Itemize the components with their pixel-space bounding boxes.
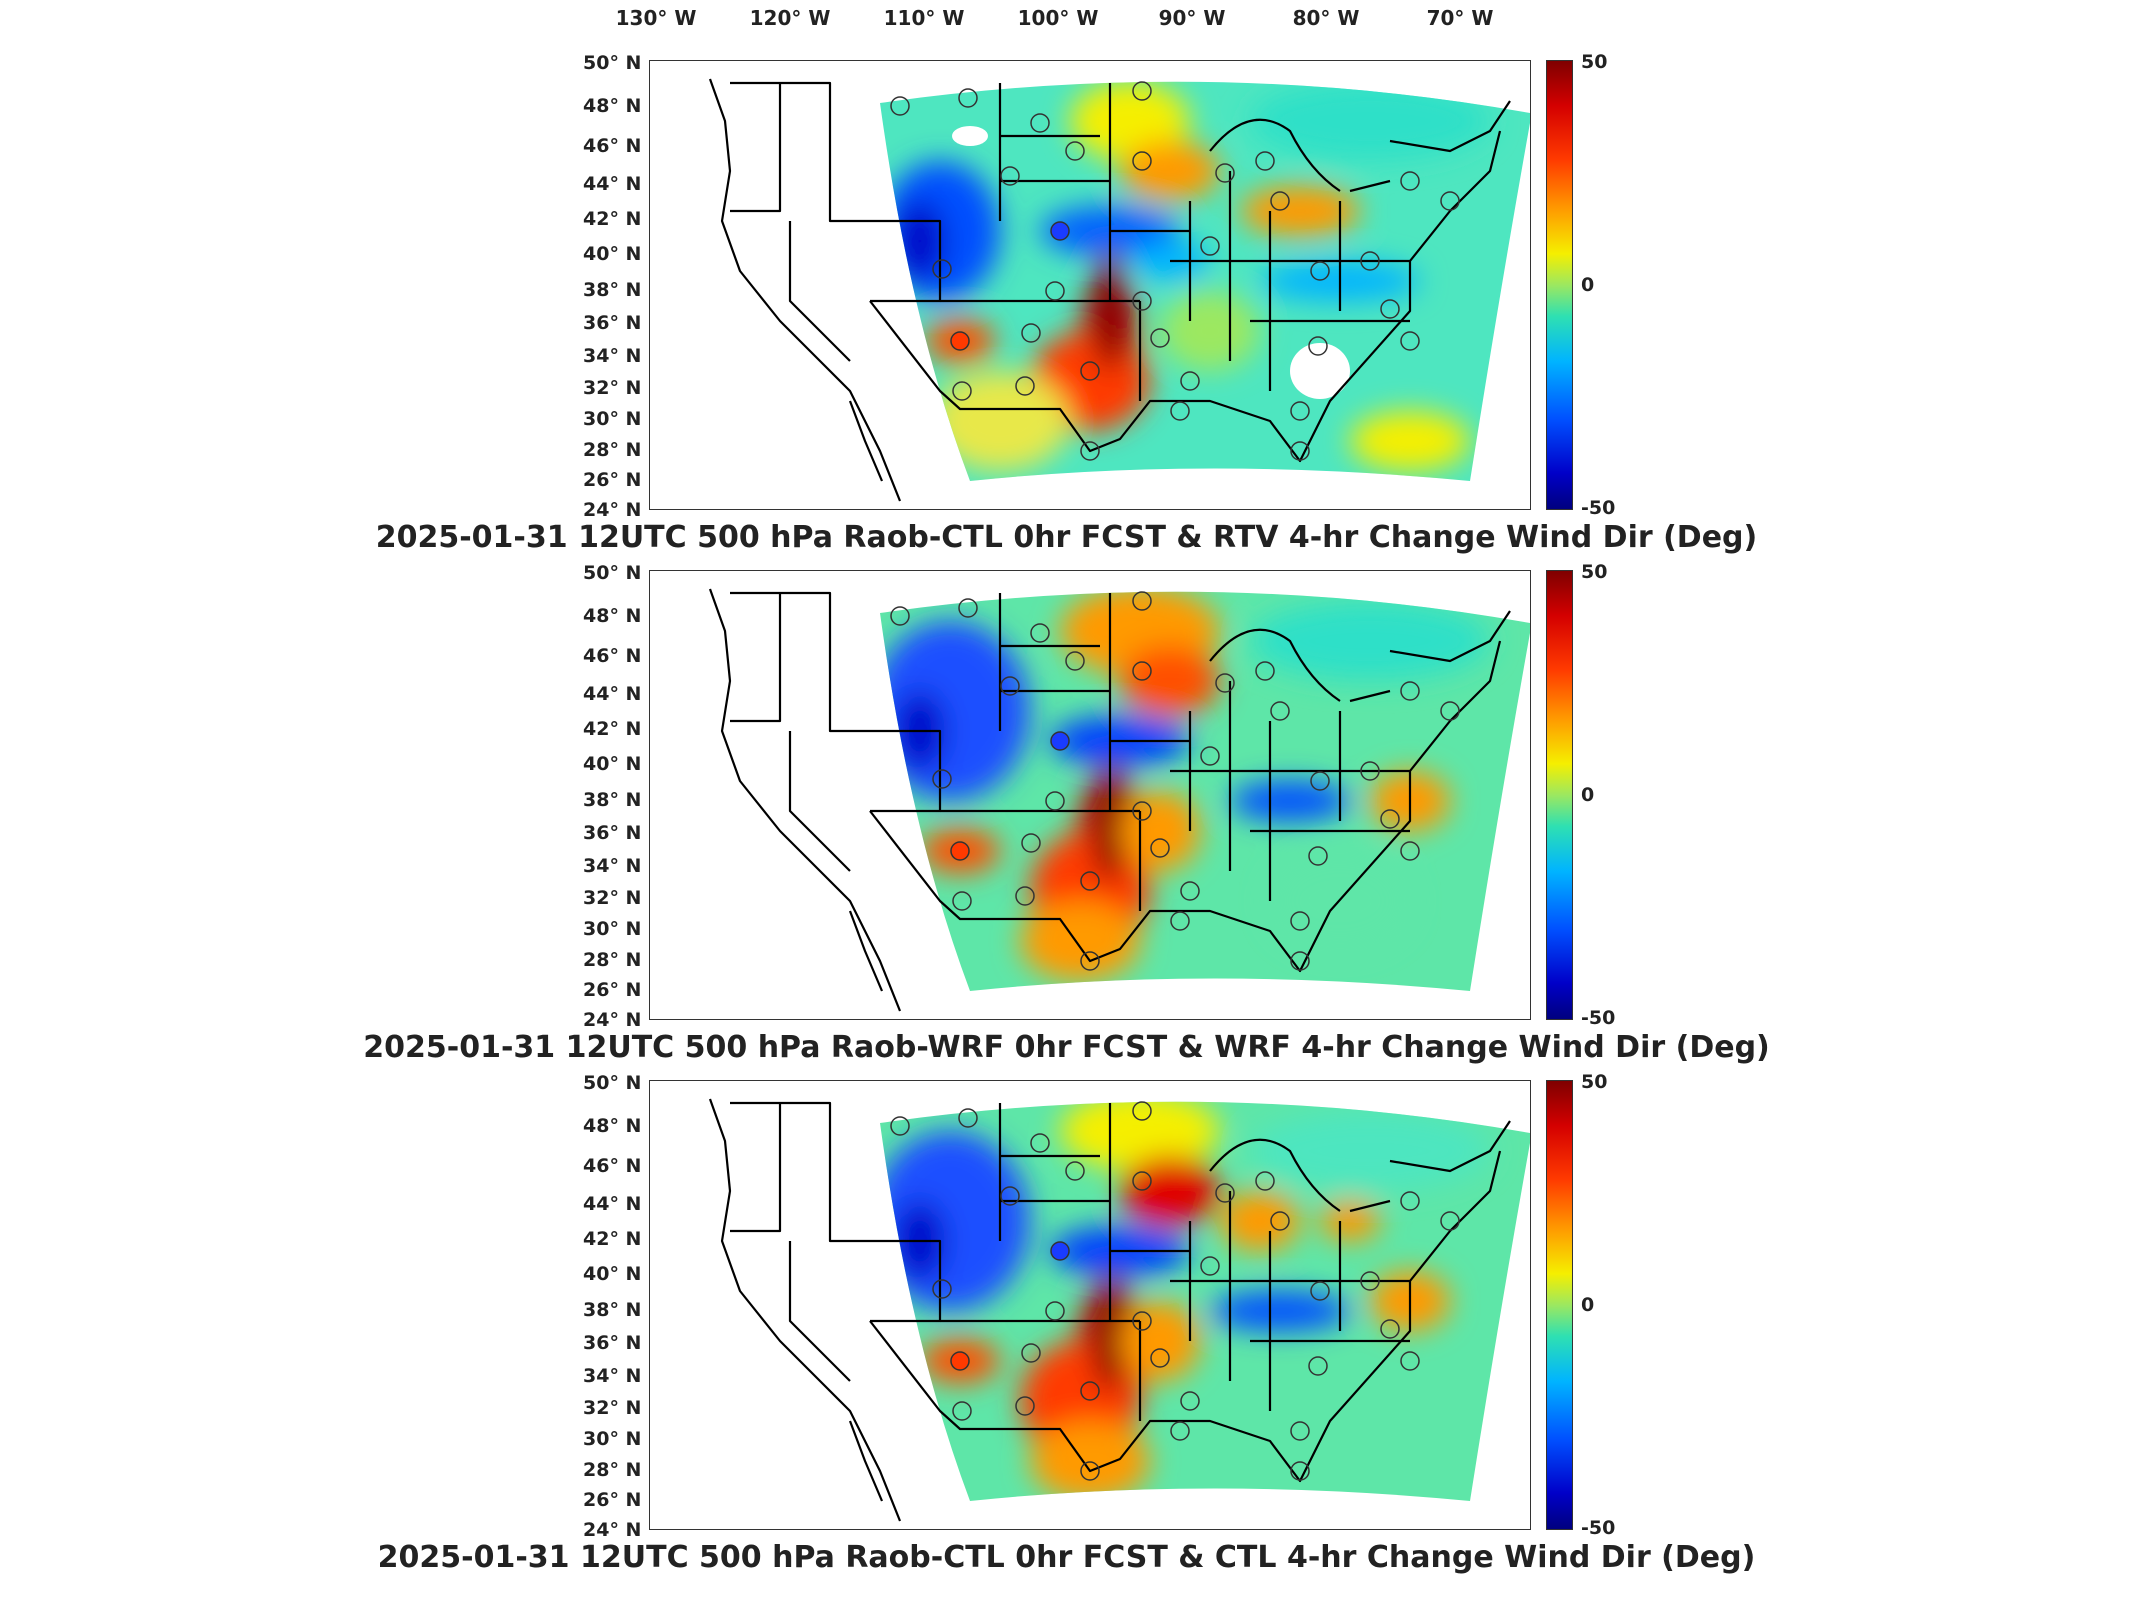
lat-tick-label: 26° N xyxy=(583,469,642,491)
lon-tick-label: 100° W xyxy=(1017,6,1099,30)
lat-tick-label: 26° N xyxy=(583,1489,642,1511)
lat-tick-label: 48° N xyxy=(583,605,642,627)
colorbar-mid-label: 0 xyxy=(1581,784,1595,806)
colorbar-mid-label: 0 xyxy=(1581,1294,1595,1316)
lat-tick-label: 48° N xyxy=(583,95,642,117)
lat-tick-label: 24° N xyxy=(583,1009,642,1031)
colorbar-max-label: 50 xyxy=(1581,561,1608,583)
lat-tick-label: 46° N xyxy=(583,1155,642,1177)
panel-title: 2025-01-31 12UTC 500 hPa Raob-CTL 0hr FC… xyxy=(377,1540,1756,1575)
lat-tick-label: 32° N xyxy=(583,887,642,909)
colorbar-mid-label: 0 xyxy=(1581,274,1595,296)
lat-tick-label: 42° N xyxy=(583,1228,642,1250)
lat-tick-label: 50° N xyxy=(583,562,642,584)
lat-tick-label: 42° N xyxy=(583,208,642,230)
lat-tick-label: 26° N xyxy=(583,979,642,1001)
map-panel-3: 50° N 48° N 46° N 44° N 42° N 40° N 38° … xyxy=(0,1020,2133,1580)
map-graphic xyxy=(708,1098,1530,1522)
colorbar xyxy=(1546,60,1573,510)
lon-tick-label: 90° W xyxy=(1158,6,1226,30)
map-panel-2: 50° N 48° N 46° N 44° N 42° N 40° N 38° … xyxy=(0,510,2133,1070)
lon-tick-label: 130° W xyxy=(615,6,697,30)
lon-tick-label: 80° W xyxy=(1292,6,1360,30)
lat-tick-label: 24° N xyxy=(583,499,642,521)
lat-tick-label: 48° N xyxy=(583,1115,642,1137)
lat-tick-label: 24° N xyxy=(583,1519,642,1541)
lat-tick-label: 46° N xyxy=(583,135,642,157)
lat-tick-label: 32° N xyxy=(583,1397,642,1419)
lat-tick-label: 44° N xyxy=(583,173,642,195)
lat-tick-label: 36° N xyxy=(583,822,642,844)
lat-tick-label: 28° N xyxy=(583,1459,642,1481)
lat-tick-label: 30° N xyxy=(583,408,642,430)
lat-tick-label: 32° N xyxy=(583,377,642,399)
colorbar xyxy=(1546,570,1573,1020)
panel-title: 2025-01-31 12UTC 500 hPa Raob-CTL 0hr FC… xyxy=(375,520,1758,555)
lat-tick-label: 28° N xyxy=(583,949,642,971)
lat-tick-label: 30° N xyxy=(583,1428,642,1450)
lat-tick-label: 30° N xyxy=(583,918,642,940)
lon-tick-label: 70° W xyxy=(1426,6,1494,30)
lat-tick-label: 44° N xyxy=(583,1193,642,1215)
lat-tick-label: 46° N xyxy=(583,645,642,667)
longitude-axis: 130° W 120° W 110° W 100° W 90° W 80° W … xyxy=(0,0,2133,40)
lat-tick-label: 36° N xyxy=(583,1332,642,1354)
wind-direction-map xyxy=(649,570,1531,1020)
lon-tick-label: 120° W xyxy=(749,6,831,30)
lat-tick-label: 28° N xyxy=(583,439,642,461)
colorbar-min-label: -50 xyxy=(1581,497,1616,519)
lat-tick-label: 38° N xyxy=(583,1299,642,1321)
colorbar-max-label: 50 xyxy=(1581,1071,1608,1093)
lat-tick-label: 44° N xyxy=(583,683,642,705)
lat-tick-label: 40° N xyxy=(583,243,642,265)
wind-direction-map xyxy=(649,60,1531,510)
colorbar xyxy=(1546,1080,1573,1530)
colorbar-min-label: -50 xyxy=(1581,1007,1616,1029)
lat-tick-label: 38° N xyxy=(583,789,642,811)
lat-tick-label: 36° N xyxy=(583,312,642,334)
map-panel-1: 50° N 48° N 46° N 44° N 42° N 40° N 38° … xyxy=(0,0,2133,560)
map-graphic xyxy=(708,588,1530,1012)
lat-tick-label: 40° N xyxy=(583,1263,642,1285)
lat-tick-label: 42° N xyxy=(583,718,642,740)
lat-tick-label: 38° N xyxy=(583,279,642,301)
map-graphic xyxy=(708,78,1530,502)
lat-tick-label: 34° N xyxy=(583,855,642,877)
lon-tick-label: 110° W xyxy=(883,6,965,30)
lat-tick-label: 50° N xyxy=(583,52,642,74)
panel-title: 2025-01-31 12UTC 500 hPa Raob-WRF 0hr FC… xyxy=(363,1030,1770,1065)
colorbar-max-label: 50 xyxy=(1581,51,1608,73)
lat-tick-label: 40° N xyxy=(583,753,642,775)
colorbar-min-label: -50 xyxy=(1581,1517,1616,1539)
lat-tick-label: 34° N xyxy=(583,345,642,367)
lat-tick-label: 34° N xyxy=(583,1365,642,1387)
lat-tick-label: 50° N xyxy=(583,1072,642,1094)
wind-direction-map xyxy=(649,1080,1531,1530)
